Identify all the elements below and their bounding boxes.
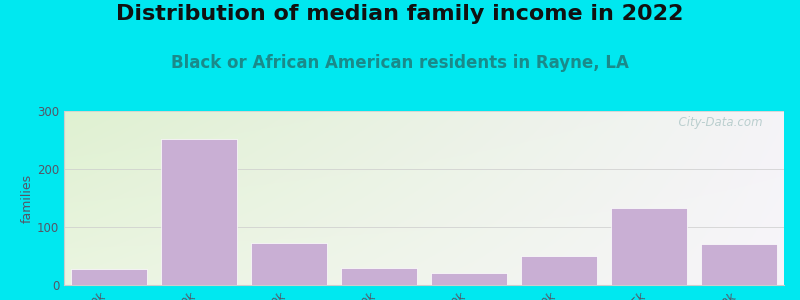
Bar — [521, 256, 598, 285]
Text: Black or African American residents in Rayne, LA: Black or African American residents in R… — [171, 54, 629, 72]
Bar — [701, 244, 778, 285]
Bar — [341, 268, 418, 285]
Bar — [250, 243, 327, 285]
Bar — [70, 269, 147, 285]
Bar — [430, 273, 507, 285]
Bar — [161, 139, 238, 285]
Y-axis label: families: families — [21, 173, 34, 223]
Text: City-Data.com: City-Data.com — [670, 116, 762, 129]
Bar — [610, 208, 687, 285]
Text: Distribution of median family income in 2022: Distribution of median family income in … — [116, 4, 684, 25]
